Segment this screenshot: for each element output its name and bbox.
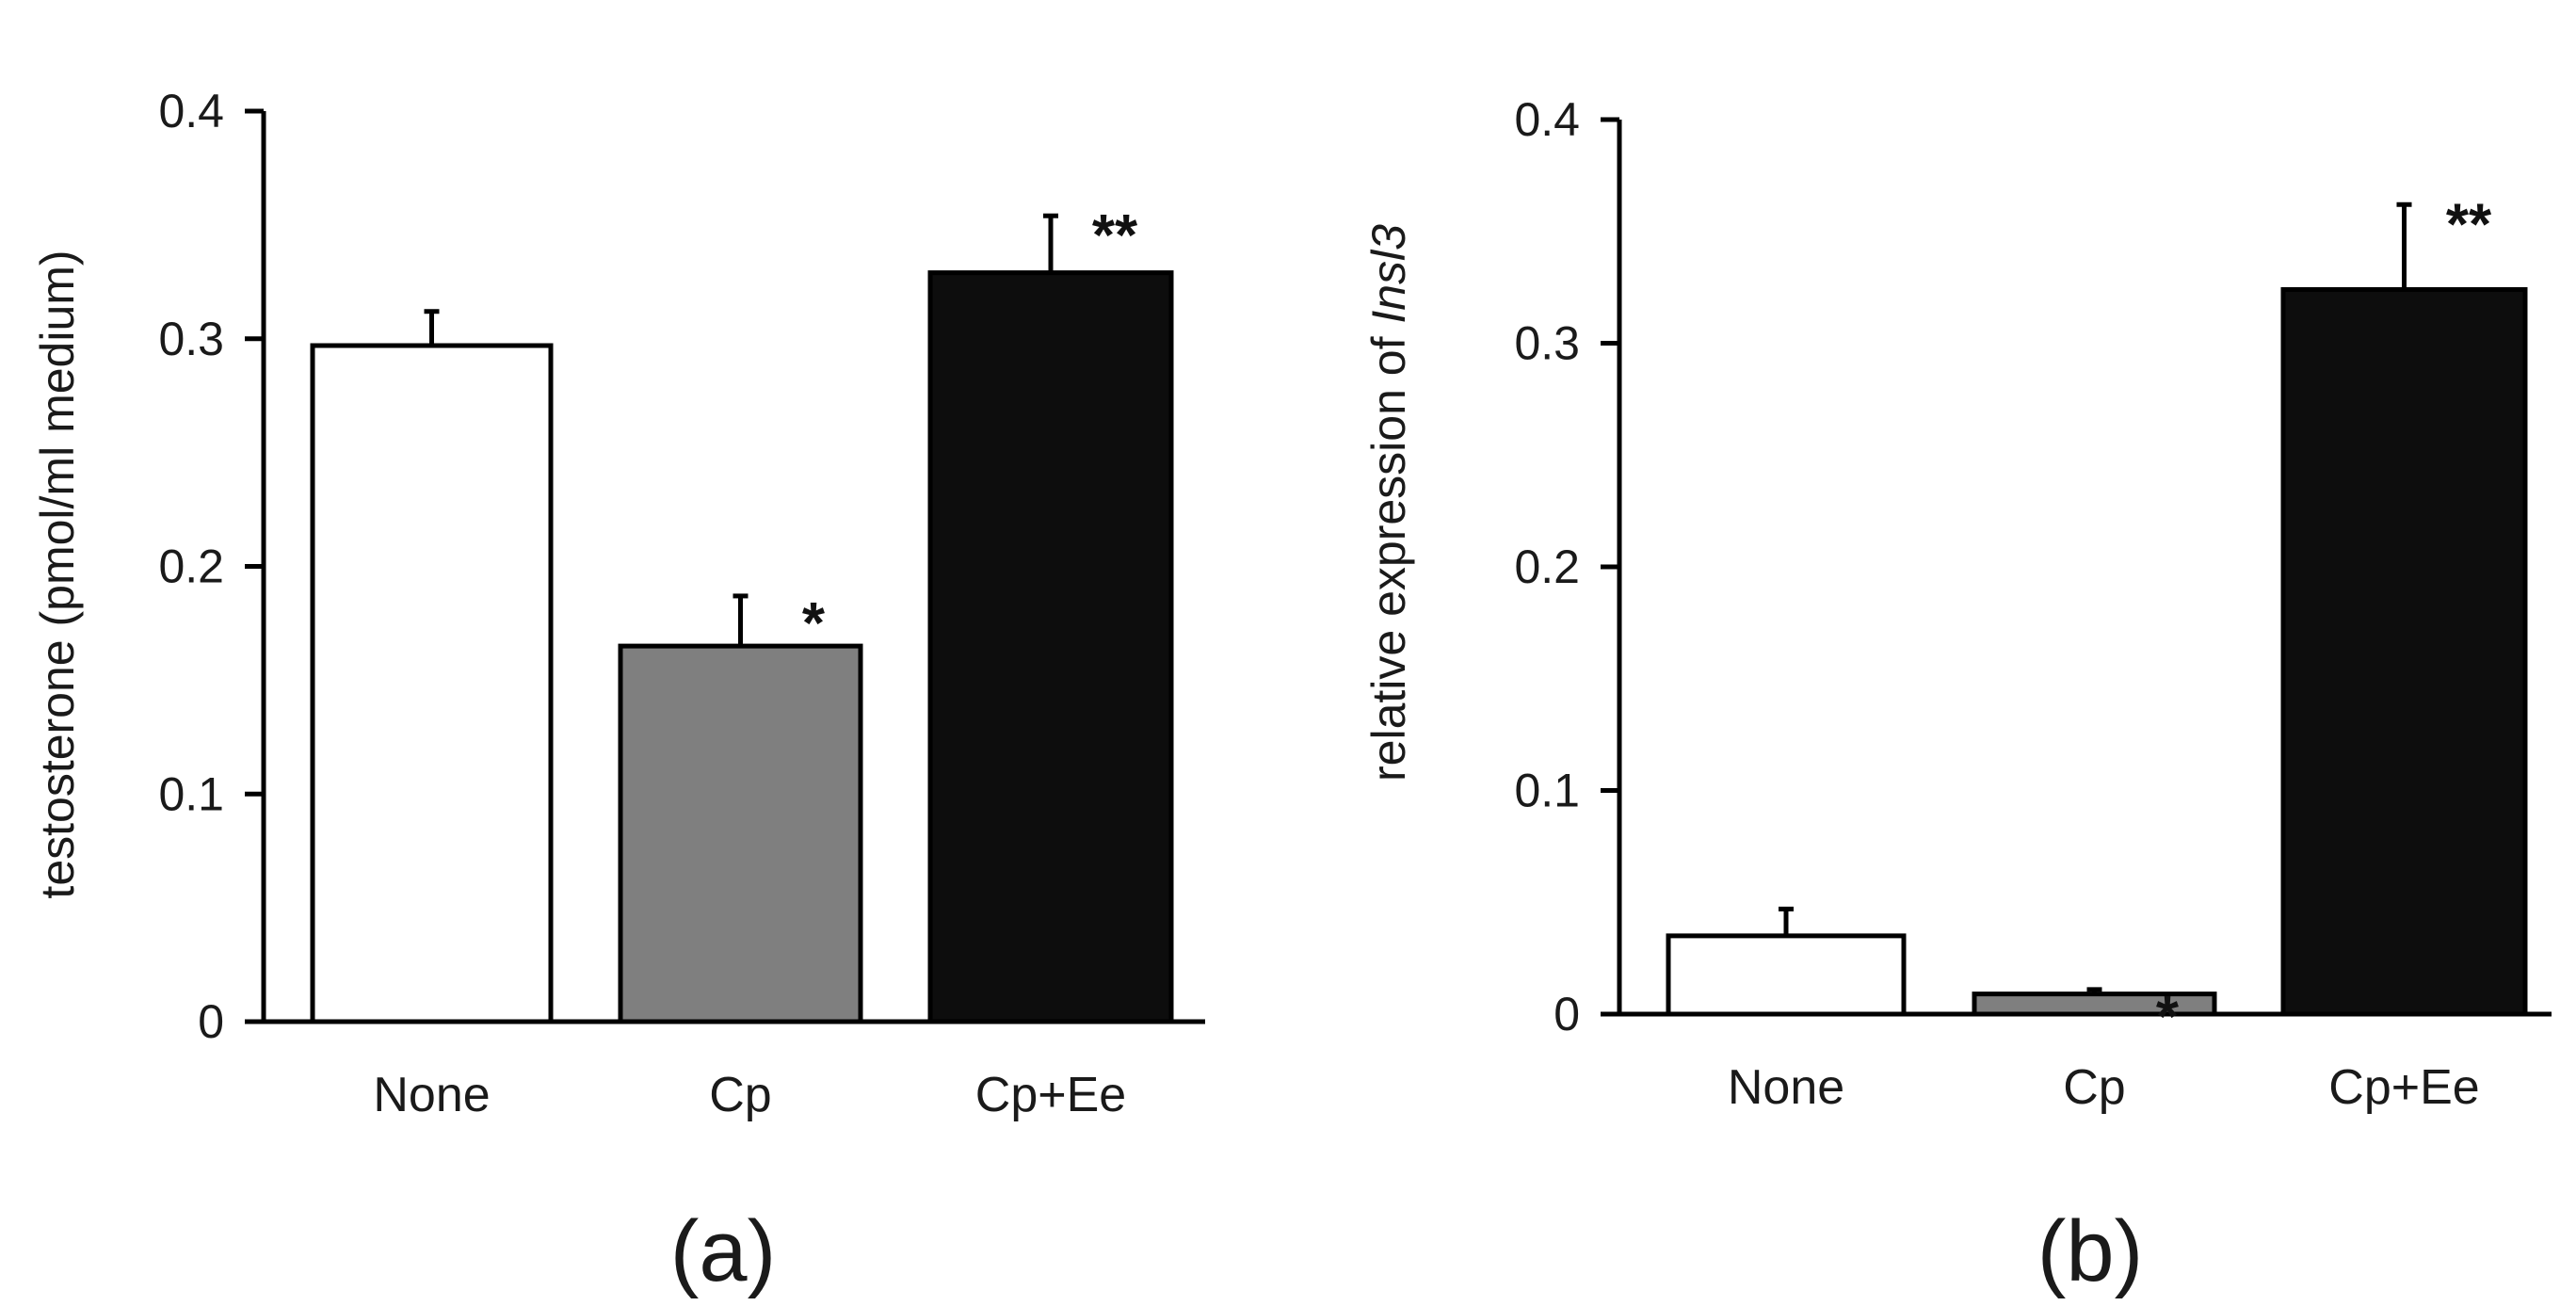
x-tick-label: Cp+Ee — [975, 1068, 1126, 1122]
x-tick-label: Cp — [2063, 1060, 2125, 1115]
y-axis-title-b: relative expression of Insl3 — [1362, 224, 1415, 782]
chart-panel-b: relative expression of Insl3 (b) 0 0.1 0.2… — [1362, 93, 2552, 1299]
chart-panel-a: testosterone (pmol/ml medium) (a) 0 0.1 0.… — [31, 85, 1205, 1299]
y-tick-label: 0 — [198, 995, 224, 1048]
x-tick-label: None — [373, 1068, 490, 1122]
y-tick-label: 0 — [1554, 988, 1580, 1040]
y-axis-title-b-italic: Insl3 — [1362, 224, 1415, 324]
y-tick-label: 0.2 — [1514, 540, 1580, 593]
y-axis-title-a: testosterone (pmol/ml medium) — [31, 250, 84, 898]
bar-none — [310, 343, 554, 1024]
x-tick-label: Cp+Ee — [2328, 1060, 2479, 1115]
bar-none — [1666, 933, 1907, 1017]
significance-marker: ** — [1092, 203, 1138, 268]
x-tick-label: None — [1728, 1060, 1844, 1115]
panel-label-a: (a) — [670, 1203, 776, 1299]
y-tick-label: 0.1 — [1514, 765, 1580, 817]
x-tick-label: Cp — [709, 1068, 771, 1122]
y-tick-label: 0.4 — [158, 85, 224, 137]
panel-label-b: (b) — [2037, 1203, 2143, 1299]
bar-cp-plus-ee — [2280, 287, 2528, 1017]
y-tick-label: 0.1 — [158, 767, 224, 820]
y-tick-label: 0.2 — [158, 540, 224, 593]
significance-marker: ** — [2446, 192, 2492, 257]
y-tick-label: 0.3 — [158, 313, 224, 365]
y-tick-label: 0.4 — [1514, 93, 1580, 146]
y-tick-label: 0.3 — [1514, 317, 1580, 370]
significance-marker: * — [802, 591, 826, 656]
bar-cp — [618, 643, 863, 1024]
bar-cp-plus-ee — [927, 270, 1174, 1024]
significance-marker: * — [2156, 985, 2180, 1050]
y-axis-title-b-plain: relative expression of — [1362, 324, 1415, 782]
